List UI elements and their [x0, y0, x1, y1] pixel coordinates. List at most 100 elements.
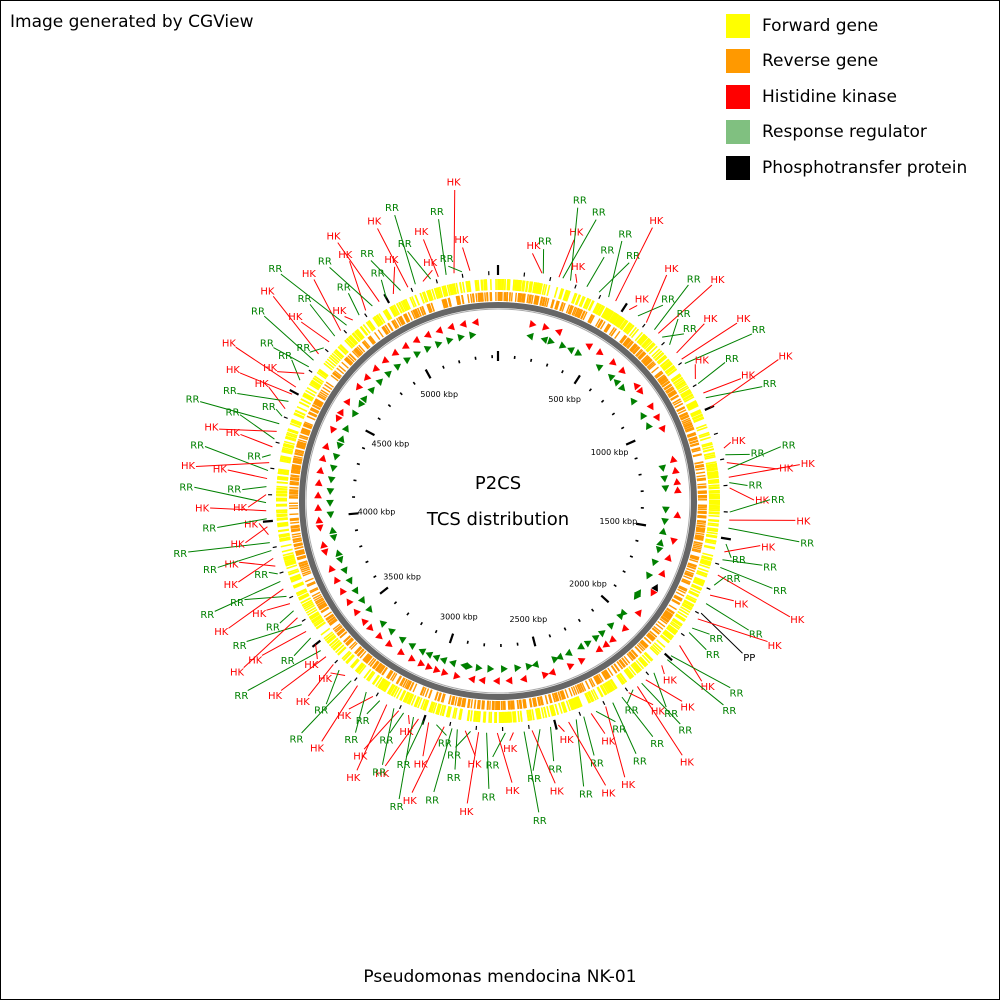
tcs-label-hk: HK: [768, 641, 783, 652]
tcs-label-hk: HK: [663, 675, 678, 686]
reverse-gene: [373, 331, 381, 341]
tcs-connector: [238, 557, 274, 583]
reverse-gene: [461, 697, 465, 708]
tcs-label-rr: RR: [612, 724, 626, 735]
tcs-label-rr: RR: [430, 207, 444, 218]
forward-gene: [286, 431, 298, 437]
forward-gene: [529, 281, 533, 293]
forward-gene: [358, 665, 367, 675]
forward-gene: [320, 627, 331, 636]
reverse-gene: [647, 633, 655, 641]
forward-gene: [349, 335, 358, 345]
reverse-gene: [309, 586, 319, 593]
reverse-gene: [408, 681, 415, 691]
forward-gene: [508, 279, 511, 291]
reverse-gene: [314, 597, 324, 604]
reverse-gene: [293, 542, 303, 546]
forward-gene: [675, 380, 686, 388]
kbp-tick: [635, 522, 647, 527]
tcs-connector: [301, 680, 352, 734]
tcs-connector: [245, 526, 268, 544]
reverse-gene: [678, 585, 688, 591]
tcs-connector: [356, 704, 388, 771]
forward-gene: [514, 711, 517, 723]
forward-gene: [428, 701, 434, 713]
outer-tick: [272, 546, 277, 549]
forward-gene: [630, 328, 640, 339]
forward-gene: [424, 699, 430, 711]
reverse-gene: [661, 615, 670, 623]
tcs-marker-hk: [363, 373, 372, 381]
tcs-connector: [246, 624, 302, 642]
tcs-connector: [384, 718, 419, 767]
reverse-gene: [382, 325, 389, 335]
reverse-gene: [623, 655, 631, 664]
forward-gene: [276, 514, 288, 517]
tcs-connector: [727, 446, 782, 470]
reverse-gene: [616, 661, 623, 670]
reverse-gene: [673, 400, 682, 406]
outer-tick: [270, 467, 275, 470]
reverse-gene: [361, 341, 369, 350]
tcs-connector: [532, 253, 543, 274]
forward-gene: [664, 365, 675, 374]
reverse-gene: [620, 335, 628, 344]
reverse-gene: [448, 695, 452, 705]
reverse-gene: [675, 591, 685, 597]
reverse-gene: [693, 542, 703, 547]
forward-gene: [675, 381, 687, 389]
tcs-marker-rr: [640, 412, 648, 420]
reverse-gene: [336, 367, 345, 375]
reverse-gene: [603, 323, 610, 332]
tcs-label-pp: PP: [743, 653, 755, 664]
reverse-gene-track: [289, 291, 708, 711]
forward-gene: [619, 319, 627, 330]
reverse-gene: [613, 663, 620, 672]
tcs-marker-rr: [540, 336, 549, 345]
tcs-connector: [280, 273, 347, 326]
forward-gene: [672, 617, 683, 626]
reverse-gene: [685, 427, 695, 432]
tcs-marker-hk: [621, 624, 630, 632]
kbp-tick: [354, 529, 359, 532]
reverse-gene: [508, 292, 511, 302]
tcs-label-hk: HK: [447, 178, 462, 189]
tcs-connector: [608, 240, 623, 298]
tcs-connector: [436, 724, 447, 736]
reverse-gene: [655, 623, 664, 630]
forward-gene: [446, 284, 451, 296]
tcs-label-hk: HK: [635, 294, 650, 305]
tcs-connector: [684, 333, 753, 364]
reverse-gene: [684, 424, 694, 430]
kbp-tick: [365, 560, 369, 564]
reverse-gene: [377, 329, 384, 338]
forward-gene: [652, 350, 663, 359]
forward-gene: [707, 522, 719, 526]
tcs-label-rr: RR: [314, 706, 328, 717]
tcs-label-hk: HK: [505, 786, 520, 797]
reverse-gene: [469, 293, 473, 303]
forward-gene: [382, 681, 390, 692]
tcs-marker-hk: [672, 466, 680, 475]
reverse-gene: [419, 686, 425, 696]
tcs-label-hk: HK: [226, 428, 241, 439]
tcs-label-rr: RR: [397, 760, 411, 771]
forward-gene: [587, 300, 594, 311]
forward-gene: [654, 352, 664, 361]
reverse-gene: [691, 548, 702, 552]
forward-gene: [439, 704, 445, 716]
reverse-gene: [657, 620, 666, 628]
reverse-gene: [671, 598, 681, 605]
forward-gene: [306, 387, 317, 395]
reverse-gene: [685, 570, 695, 575]
forward-gene: [444, 285, 449, 297]
reverse-gene: [633, 346, 641, 355]
kbp-tick: [588, 388, 592, 392]
tcs-label-hk: HK: [527, 241, 542, 252]
tcs-label-hk: HK: [779, 464, 794, 475]
reverse-gene: [555, 300, 560, 310]
tcs-connector: [422, 722, 430, 757]
forward-gene: [431, 288, 437, 300]
reverse-gene: [672, 398, 681, 405]
forward-gene: [698, 431, 710, 437]
